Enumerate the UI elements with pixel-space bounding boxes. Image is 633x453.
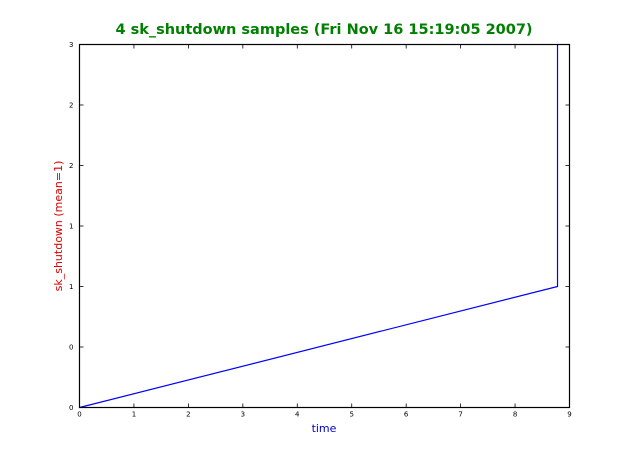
series-line	[79, 44, 559, 409]
chart-title: 4 sk_shutdown samples (Fri Nov 16 15:19:…	[115, 22, 532, 38]
x-tick-label: 3	[241, 411, 245, 419]
y-tick-label: 3	[69, 41, 73, 49]
x-tick-label: 0	[77, 411, 81, 419]
y-tick-label: 2	[69, 162, 73, 170]
plot-frame	[78, 43, 571, 409]
x-tick-label: 9	[567, 411, 571, 419]
x-axis-label: time	[312, 422, 337, 435]
plot-area	[79, 44, 559, 409]
x-tick-label: 6	[404, 411, 409, 419]
x-tick-label: 4	[295, 411, 300, 419]
y-axis: 0 0 1 1 2 2 3	[69, 41, 570, 412]
x-axis: 0 1 2 3 4 5 6 7 8 9	[77, 44, 572, 419]
y-axis-label: sk_shutdown (mean=1)	[52, 161, 65, 292]
y-tick-label: 1	[69, 283, 73, 291]
x-tick-label: 8	[513, 411, 517, 419]
x-tick-label: 5	[349, 411, 353, 419]
y-tick-label: 1	[69, 223, 73, 231]
y-tick-label: 2	[69, 102, 73, 110]
x-tick-label: 2	[186, 411, 190, 419]
y-tick-label: 0	[69, 344, 73, 352]
x-tick-label: 7	[458, 411, 462, 419]
x-tick-label: 1	[132, 411, 136, 419]
y-tick-label: 0	[69, 404, 73, 412]
